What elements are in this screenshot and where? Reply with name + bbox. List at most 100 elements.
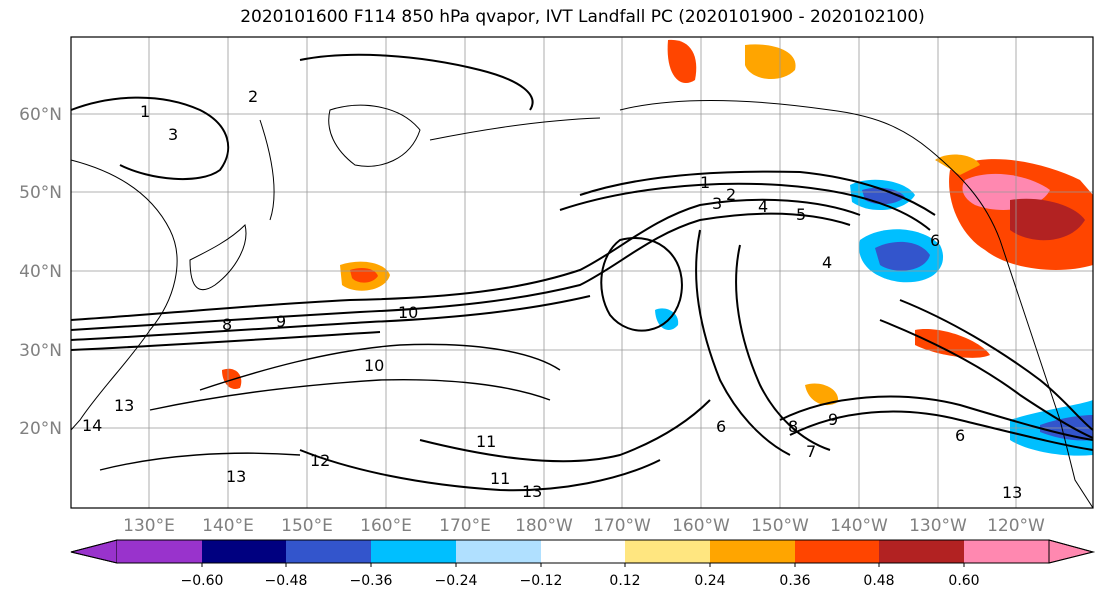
colorbar-bin	[286, 540, 371, 563]
colorbar-bin	[625, 540, 710, 563]
lon-label: 150°W	[751, 516, 809, 536]
contour-upper-1	[559, 182, 931, 231]
contour-label: 3	[712, 194, 722, 213]
latitude-labels: 60°N 50°N 40°N 30°N 20°N	[19, 105, 62, 439]
shading-orange-southeast	[915, 329, 990, 358]
contour-label: 13	[1002, 483, 1022, 502]
colorbar: −0.60 −0.48 −0.36 −0.24 −0.12 0.12 0.24 …	[70, 539, 1095, 589]
contour-label: 7	[806, 442, 816, 461]
colorbar-bin	[371, 540, 456, 563]
colorbar-tick-label: −0.12	[520, 573, 563, 589]
contour-south-4	[299, 449, 661, 492]
lon-label: 140°W	[830, 516, 888, 536]
contour-south-2	[789, 410, 1094, 451]
contour-label: 6	[930, 231, 940, 250]
contour-east-2	[879, 319, 1094, 439]
lat-label: 50°N	[19, 183, 62, 203]
lat-label: 20°N	[19, 419, 62, 439]
map-title: 2020101600 F114 850 hPa qvapor, IVT Land…	[240, 7, 925, 27]
coast-kamchatka	[328, 104, 421, 167]
contour-mid-2	[149, 378, 551, 411]
lon-label: 120°W	[987, 516, 1045, 536]
colorbar-bin	[541, 540, 625, 563]
ivt-contours-thin	[99, 343, 561, 471]
lon-label: 130°W	[909, 516, 967, 536]
colorbar-tick-label: −0.24	[435, 573, 478, 589]
contour-label: 13	[226, 467, 246, 486]
contour-label: 2	[248, 87, 258, 106]
lat-label: 60°N	[19, 105, 62, 125]
contour-label: 5	[796, 205, 806, 224]
colorbar-extend-high	[1048, 539, 1095, 564]
map-panel: 1 2 3 1 2 3 4 5 6 4 8 9 10 10 11 11 12 1…	[70, 36, 1094, 509]
contour-north-1	[70, 96, 230, 180]
contour-south-3	[419, 399, 711, 463]
colorbar-tick-label: 0.36	[779, 573, 810, 589]
longitude-labels: 130°E 140°E 150°E 160°E 170°E 180°W 170°…	[123, 516, 1045, 536]
colorbar-tick-label: 0.48	[863, 573, 894, 589]
lon-label: 130°E	[123, 516, 175, 536]
colorbar-tick-label: 0.60	[948, 573, 979, 589]
coast-sakhalin	[259, 119, 275, 221]
colorbar-tick-label: −0.36	[350, 573, 393, 589]
contour-label: 12	[310, 451, 330, 470]
contour-upper-2	[579, 170, 936, 216]
ivt-contours	[70, 53, 1094, 492]
lon-label: 140°E	[202, 516, 254, 536]
shading-orange-alaska-top	[667, 39, 697, 84]
contour-label: 1	[700, 173, 710, 192]
contour-trough-2	[735, 244, 831, 451]
shading-darkred-core	[1010, 198, 1085, 241]
contour-label: 13	[522, 482, 542, 501]
map-frame	[70, 36, 1094, 509]
colorbar-bin	[879, 540, 964, 563]
lon-label: 160°W	[672, 516, 730, 536]
colorbar-bin	[117, 540, 202, 563]
coast-japan	[189, 224, 247, 291]
colorbar-tick-label: 0.12	[609, 573, 640, 589]
colorbar-ticks	[201, 563, 965, 567]
contour-jet-4	[70, 331, 381, 351]
contour-label: 11	[490, 469, 510, 488]
contour-label: 11	[476, 432, 496, 451]
lon-label: 170°E	[439, 516, 491, 536]
contour-ring-1	[600, 237, 683, 332]
contour-label: 2	[726, 185, 736, 204]
contour-label: 10	[364, 356, 384, 375]
coast-asia	[70, 159, 178, 431]
contour-label: 4	[758, 197, 768, 216]
contour-label: 9	[828, 410, 838, 429]
colorbar-tick-label: 0.24	[694, 573, 725, 589]
contour-jet-2	[70, 212, 851, 331]
lon-label: 160°E	[360, 516, 412, 536]
contour-label: 6	[716, 417, 726, 436]
coast-aleutians	[429, 117, 601, 141]
contour-label: 13	[114, 396, 134, 415]
contour-label-group: 1 2 3 1 2 3 4 5 6 4 8 9 10 10 11 11 12 1…	[82, 87, 1022, 502]
lon-label: 150°E	[281, 516, 333, 536]
colorbar-bin	[710, 540, 795, 563]
contour-north-2	[299, 53, 534, 111]
colorbar-tick-label: −0.48	[265, 573, 308, 589]
contour-label: 8	[788, 417, 798, 436]
shading-orange-subtropic	[805, 383, 839, 406]
contour-jet-3	[70, 295, 591, 341]
map-background	[71, 37, 1093, 508]
contour-label: 10	[398, 303, 418, 322]
contour-label: 14	[82, 416, 102, 435]
colorbar-outline	[70, 539, 1095, 564]
shading-red-kamchatka	[350, 268, 378, 283]
contour-label: 3	[168, 125, 178, 144]
contour-label: 4	[822, 253, 832, 272]
contour-jet-1	[70, 198, 861, 321]
colorbar-bin	[456, 540, 541, 563]
contour-east-1	[899, 299, 1094, 431]
lon-label: 180°W	[515, 516, 573, 536]
shading-orange-siberia	[745, 44, 796, 80]
lat-label: 40°N	[19, 262, 62, 282]
shading-negative-gulf-core	[875, 241, 930, 271]
shading-orange-west-pac	[222, 368, 242, 389]
colorbar-bin	[202, 540, 286, 563]
colorbar-tick-label: −0.60	[181, 573, 224, 589]
